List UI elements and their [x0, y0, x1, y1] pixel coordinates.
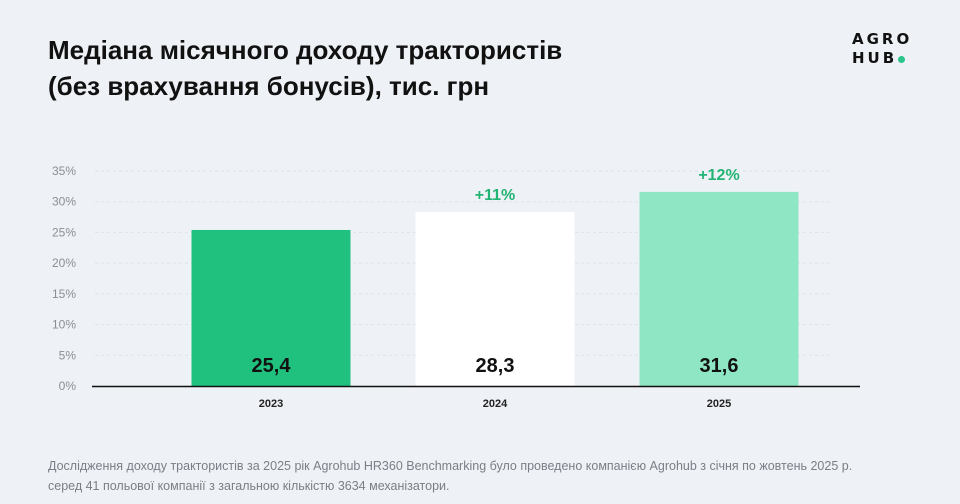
bar-2023: [191, 229, 351, 386]
growth-label: +11%: [475, 187, 515, 204]
y-tick-label: 5%: [59, 348, 77, 362]
y-tick-label: 10%: [52, 318, 76, 332]
bar-value-label: 31,6: [700, 355, 739, 377]
y-tick-label: 0%: [59, 379, 77, 393]
y-tick-label: 25%: [52, 225, 76, 239]
x-tick-label: 2024: [483, 398, 508, 410]
bar-2024: [415, 212, 575, 386]
title-line-1: Медіана місячного доходу трактористів: [48, 35, 563, 65]
y-tick-label: 35%: [52, 164, 76, 178]
bar-value-label: 25,4: [252, 355, 292, 377]
growth-label: +12%: [698, 167, 739, 184]
chart-title: Медіана місячного доходу трактористів (бе…: [48, 32, 562, 104]
bar-value-label: 28,3: [476, 355, 515, 377]
logo-dot: [898, 56, 906, 63]
x-tick-label: 2025: [707, 398, 731, 410]
footnote: Дослідження доходу трактористів за 2025 …: [48, 459, 853, 493]
agrohub-logo: AGRO HUB: [852, 30, 913, 67]
bar-2025: [639, 191, 799, 386]
y-tick-label: 20%: [52, 256, 76, 270]
y-tick-label: 15%: [52, 287, 76, 301]
x-tick-label: 2023: [259, 398, 283, 410]
y-tick-label: 30%: [52, 195, 76, 209]
title-line-2: (без врахування бонусів), тис. грн: [48, 71, 490, 101]
